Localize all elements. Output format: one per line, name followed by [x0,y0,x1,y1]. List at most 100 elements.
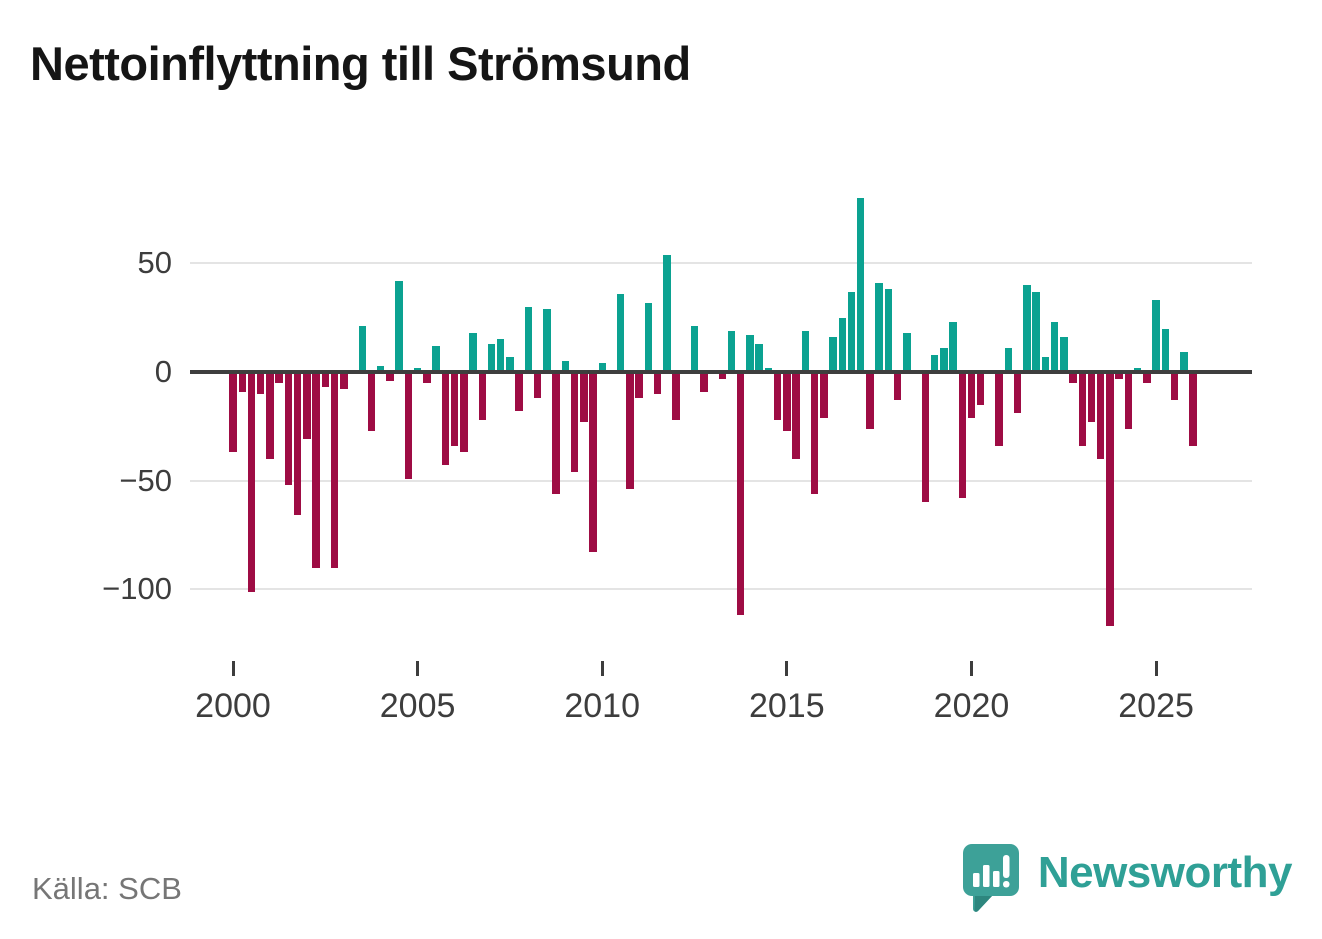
bar-2025-Q1 [1152,300,1160,372]
bar-2025-Q3 [1170,372,1179,401]
plot-area: 2000 2005 2010 2015 2020 2025 [190,150,1252,725]
source-text: Källa: SCB [32,871,182,906]
bar-2014-Q4 [773,372,782,420]
y-axis-label--100: −100 [102,571,172,607]
bar-2011-Q3 [653,372,662,394]
bar-2007-Q4 [515,372,523,412]
bar-2014-Q3 [764,367,773,372]
bar-2012-Q3 [690,326,699,372]
bar-2009-Q2 [570,372,579,472]
bar-2002-Q2 [312,372,320,568]
x-tick-2000 [231,661,235,676]
gridline--50 [190,479,1252,482]
bar-2018-Q1 [893,372,902,401]
newsworthy-logo: Newsworthy [962,843,1293,913]
bar-2016-Q1 [820,372,828,418]
bar-2001-Q4 [293,372,302,516]
bar-2002-Q3 [321,372,330,388]
bar-2011-Q4 [663,254,671,372]
newsworthy-icon [962,844,1019,912]
bar-2006-Q2 [460,372,468,453]
bar-2003-Q3 [358,326,366,372]
x-axis-label-2000: 2000 [195,687,271,725]
bar-2016-Q4 [847,291,856,372]
bar-2015-Q3 [801,330,810,372]
bar-2025-Q4 [1180,352,1188,372]
bar-2005-Q2 [423,372,431,383]
x-axis-label-2015: 2015 [748,687,825,725]
y-axis-label-50: 50 [137,245,172,281]
bar-2008-Q2 [533,372,542,399]
bar-2024-Q1 [1115,372,1123,379]
bar-2005-Q1 [413,367,422,372]
chart-title: Nettoinflyttning till Strömsund [30,37,691,90]
x-axis-label-2020: 2020 [933,687,1010,725]
bar-2019-Q3 [949,322,957,372]
bar-2019-Q2 [940,348,948,372]
bar-2009-Q1 [561,361,570,372]
bar-2016-Q2 [829,337,837,372]
bar-2019-Q1 [930,354,939,372]
bar-2000-Q2 [238,372,246,392]
bar-2015-Q1 [783,372,791,431]
bar-2012-Q4 [700,372,708,392]
bar-2010-Q3 [616,293,625,372]
zero-line [190,370,1252,374]
bar-2022-Q3 [1060,337,1068,372]
bar-2018-Q4 [921,372,930,503]
bar-2022-Q1 [1041,356,1050,372]
bar-2005-Q3 [432,345,440,372]
bar-2019-Q4 [958,372,966,498]
x-tick-2025 [1154,661,1158,676]
bar-2001-Q3 [284,372,293,485]
bar-2015-Q2 [792,372,800,459]
x-tick-2005 [416,661,420,676]
bar-2004-Q3 [395,280,403,372]
newsworthy-wordmark: Newsworthy [1037,848,1293,897]
bar-2014-Q1 [746,335,754,372]
bar-2016-Q3 [838,317,846,372]
bar-2017-Q3 [875,282,883,372]
bar-2023-Q2 [1087,372,1096,422]
bar-2000-Q3 [247,372,256,592]
bar-2000-Q4 [256,372,265,394]
bar-2000-Q1 [229,372,237,453]
bar-2020-Q2 [976,372,985,405]
bar-2004-Q1 [376,365,385,372]
bar-2010-Q4 [626,372,634,490]
bar-2001-Q2 [275,372,283,383]
bar-2026-Q1 [1189,372,1197,446]
bar-2008-Q3 [543,309,551,372]
bar-2021-Q1 [1004,348,1013,372]
x-tick-2010 [600,661,604,676]
bar-2003-Q4 [367,372,376,431]
bar-2021-Q2 [1013,372,1022,414]
bar-2021-Q4 [1032,291,1040,372]
bar-2001-Q1 [266,372,274,459]
bar-2007-Q2 [496,339,505,372]
bar-2002-Q1 [303,372,311,440]
bar-2007-Q3 [506,356,514,372]
bar-2023-Q4 [1106,372,1114,627]
bar-2024-Q4 [1143,372,1151,383]
bar-2024-Q3 [1133,367,1142,372]
bar-2011-Q1 [635,372,643,399]
bar-2013-Q2 [718,372,726,379]
bar-2017-Q1 [856,198,865,372]
bar-2022-Q2 [1050,322,1059,372]
bar-2004-Q2 [386,372,394,381]
bar-2024-Q2 [1124,372,1133,429]
x-axis-label-2005: 2005 [379,687,456,725]
bar-2006-Q3 [469,332,477,372]
bar-2018-Q2 [903,332,911,372]
bar-2004-Q4 [404,372,413,479]
x-axis-label-2025: 2025 [1118,687,1194,725]
bar-2012-Q1 [672,372,680,420]
bar-2014-Q2 [755,343,763,372]
bar-2022-Q4 [1069,372,1077,383]
bar-2003-Q1 [340,372,348,390]
bar-2023-Q1 [1078,372,1086,446]
bar-2013-Q3 [727,330,736,372]
bar-2020-Q1 [967,372,976,418]
